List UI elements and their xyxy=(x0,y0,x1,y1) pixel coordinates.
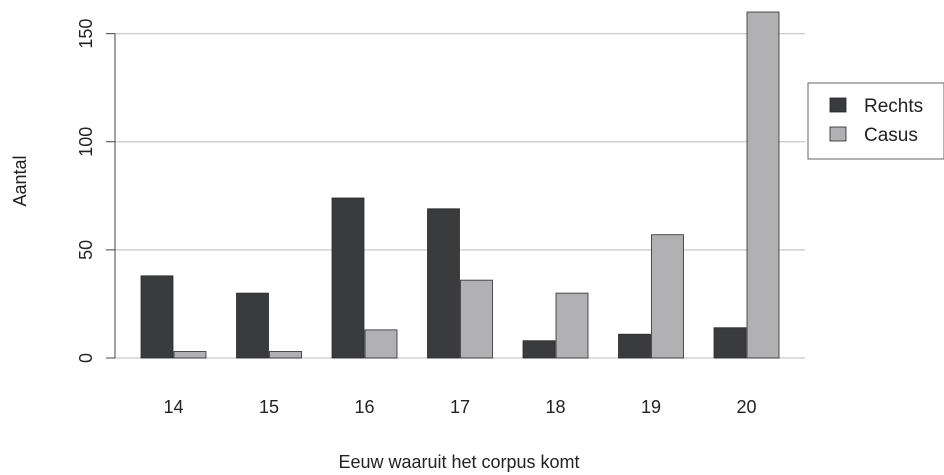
bar-rechts-16 xyxy=(331,197,365,359)
bar-casus-18 xyxy=(555,292,589,359)
y-axis-label: Aantal xyxy=(10,155,30,206)
legend-label-rechts: Rechts xyxy=(864,96,923,117)
legend-swatch-casus xyxy=(829,126,847,142)
x-tick-label: 15 xyxy=(259,397,279,417)
y-tick-label: 0 xyxy=(76,353,96,363)
bar-casus-15 xyxy=(269,351,302,359)
bar-rechts-14 xyxy=(140,275,174,359)
bar-casus-20 xyxy=(746,11,780,359)
legend-swatch-rechts xyxy=(829,97,847,113)
bar-rechts-18 xyxy=(522,340,556,359)
legend: Rechts Casus xyxy=(807,82,944,160)
bar-casus-14 xyxy=(173,351,207,359)
x-tick-label: 18 xyxy=(545,397,565,417)
x-tick-label: 17 xyxy=(450,397,470,417)
legend-label-casus: Casus xyxy=(864,125,918,146)
legend-box xyxy=(807,82,944,160)
bar-rechts-20 xyxy=(713,327,747,359)
x-tick-label: 14 xyxy=(163,397,183,417)
x-tick-label: 19 xyxy=(641,397,661,417)
bar-casus-19 xyxy=(651,234,684,359)
bars xyxy=(140,11,780,359)
bar-rechts-17 xyxy=(427,208,460,359)
bar-rechts-19 xyxy=(618,333,651,359)
y-tick-label: 150 xyxy=(76,19,96,49)
bar-casus-16 xyxy=(364,329,398,359)
axes: 0 50 100 150 14 15 16 17 18 19 20 xyxy=(76,19,757,417)
axis-labels: Eeuw waaruit het corpus komt Aantal xyxy=(10,155,580,472)
bar-rechts-15 xyxy=(236,292,269,359)
x-axis-label: Eeuw waaruit het corpus komt xyxy=(338,452,579,472)
x-tick-label: 20 xyxy=(736,397,756,417)
gridlines xyxy=(115,33,805,359)
bar-casus-17 xyxy=(460,279,493,359)
y-tick-label: 100 xyxy=(76,127,96,157)
x-tick-label: 16 xyxy=(354,397,374,417)
y-tick-label: 50 xyxy=(76,240,96,260)
